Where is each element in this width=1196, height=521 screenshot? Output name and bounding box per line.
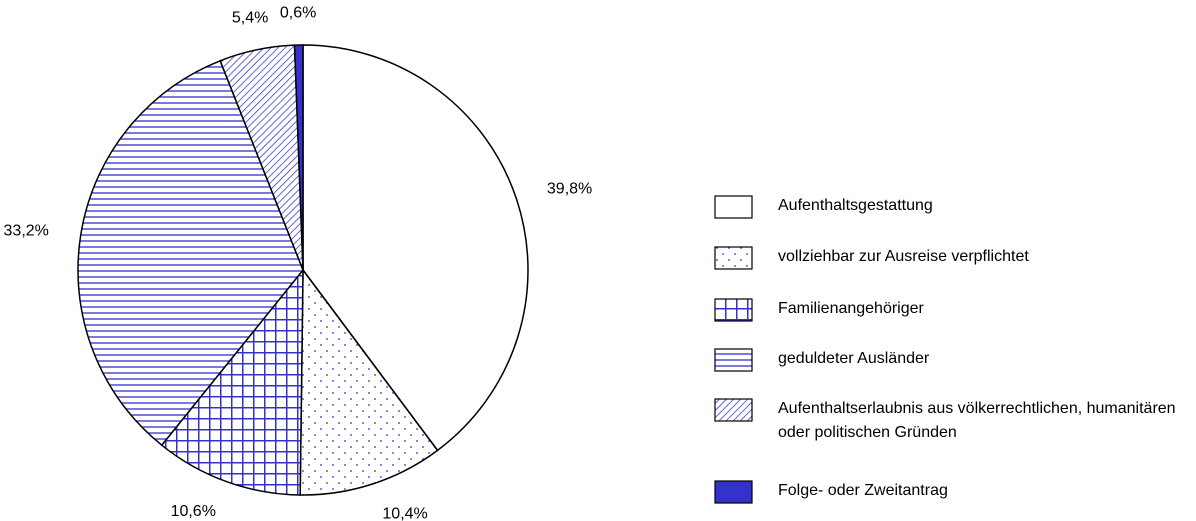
legend-swatch — [714, 246, 753, 270]
data-label: 39,8% — [547, 180, 592, 197]
swatch — [714, 398, 753, 422]
legend-label: vollziehbar zur Ausreise verpflichtet — [778, 248, 1029, 265]
legend-label: Folge- oder Zweitantrag — [778, 482, 948, 499]
legend-label: Aufenthaltserlaubnis aus völkerrechtlich… — [778, 400, 1176, 441]
data-label: 5,4% — [232, 10, 268, 27]
legend-item: Folge- oder Zweitantrag — [714, 479, 1196, 505]
legend-item: Aufenthaltsgestattung — [714, 194, 1196, 220]
legend-item: Familienangehöriger — [714, 297, 1196, 323]
data-label: 33,2% — [4, 223, 49, 240]
legend-label: Aufenthaltsgestattung — [778, 197, 933, 214]
legend-swatch — [714, 348, 753, 372]
pie-slice — [160, 267, 304, 496]
swatch — [714, 348, 753, 372]
legend-label: Familienangehöriger — [778, 300, 924, 317]
swatch — [714, 480, 753, 504]
swatch — [714, 195, 753, 219]
pie-slice — [293, 44, 304, 271]
pie-slice — [299, 267, 439, 496]
pie-slice — [77, 59, 304, 447]
legend-item: Aufenthaltserlaubnis aus völkerrechtlich… — [714, 397, 1196, 445]
pie-slice — [302, 44, 529, 452]
legend-swatch — [714, 298, 753, 322]
legend-item: vollziehbar zur Ausreise verpflichtet — [714, 245, 1196, 271]
legend-item: geduldeter Ausländer — [714, 347, 1196, 373]
data-label: 10,4% — [382, 506, 427, 521]
legend-swatch — [714, 480, 753, 504]
swatch — [714, 298, 753, 322]
data-label: 10,6% — [171, 503, 216, 520]
legend-swatch — [714, 195, 753, 219]
data-label: 0,6% — [280, 4, 316, 21]
legend-swatch — [714, 398, 753, 422]
legend-label: geduldeter Ausländer — [778, 350, 930, 367]
swatch — [714, 246, 753, 270]
